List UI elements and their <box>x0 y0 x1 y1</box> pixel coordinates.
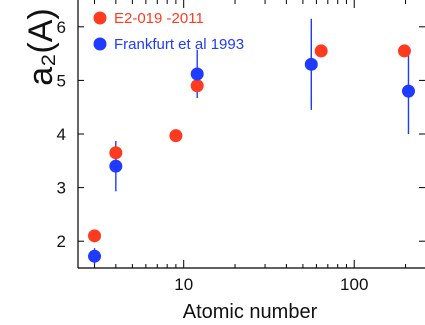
y-tick-label: 4 <box>57 125 66 144</box>
data-point <box>88 229 102 243</box>
data-point <box>169 129 183 143</box>
data-points <box>88 44 415 263</box>
legend-label: E2-019 -2011 <box>114 10 204 27</box>
y-tick-label: 2 <box>57 232 66 251</box>
data-point <box>314 44 328 58</box>
ticks: 2 3 4 5 6 10 100 <box>57 0 425 294</box>
data-point <box>401 84 415 98</box>
data-point <box>397 44 411 58</box>
y-tick-label: 3 <box>57 179 66 198</box>
legend: E2-019 -2011 Frankfurt et al 1993 <box>93 10 244 53</box>
x-tick-label: 10 <box>174 275 193 294</box>
data-point <box>88 249 102 263</box>
x-tick-label: 100 <box>340 275 368 294</box>
y-tick-label: 6 <box>57 18 66 37</box>
data-point <box>190 79 204 93</box>
data-point <box>109 159 123 173</box>
data-point <box>304 57 318 71</box>
legend-marker <box>93 37 107 51</box>
error-bars <box>93 18 410 265</box>
x-axis-title: Atomic number <box>183 301 318 323</box>
legend-label: Frankfurt et al 1993 <box>114 36 244 53</box>
y-axis-title: a₂(A) <box>22 8 60 85</box>
data-point <box>190 67 204 81</box>
y-tick-label: 5 <box>57 71 66 90</box>
legend-marker <box>93 11 107 25</box>
data-point <box>109 146 123 160</box>
